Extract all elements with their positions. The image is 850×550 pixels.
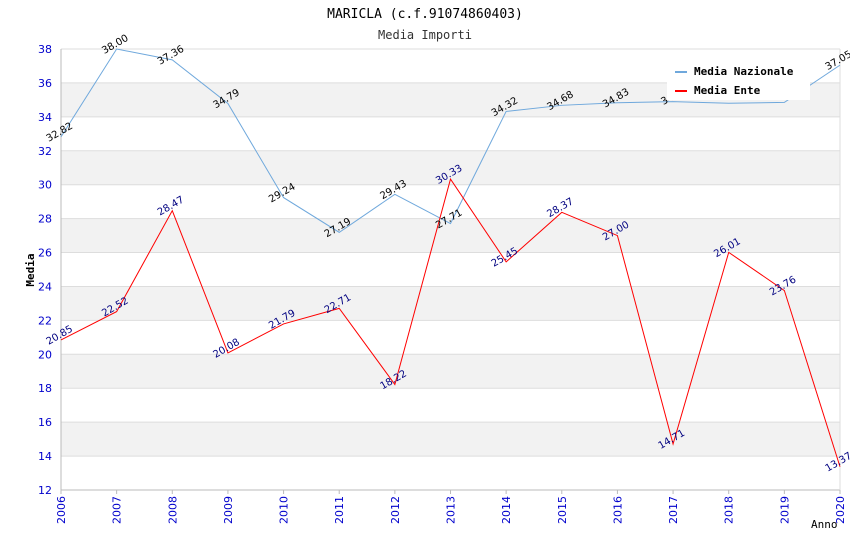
x-tick-label: 2017 bbox=[667, 496, 680, 524]
x-tick-label: 2011 bbox=[333, 496, 346, 524]
y-tick-label: 28 bbox=[38, 213, 52, 226]
y-tick-label: 18 bbox=[38, 382, 52, 395]
data-label-nazionale: 32.82 bbox=[45, 121, 75, 145]
x-tick-label: 2016 bbox=[611, 496, 624, 524]
legend-label-nazionale: Media Nazionale bbox=[694, 65, 794, 78]
y-tick-label: 16 bbox=[38, 416, 52, 429]
data-label-nazionale: 37.36 bbox=[156, 44, 186, 68]
grid-band bbox=[61, 422, 840, 457]
chart-title: MARICLA (c.f.91074860403) bbox=[327, 7, 523, 22]
y-tick-label: 32 bbox=[38, 145, 52, 158]
grid-bands bbox=[61, 82, 840, 457]
legend-box bbox=[667, 58, 810, 100]
chart-subtitle: Media Importi bbox=[378, 28, 472, 42]
series-line-ente bbox=[60, 177, 841, 467]
x-tick-label: 2006 bbox=[55, 496, 68, 524]
x-tick-labels: 2006 2007 2008 2009 2010 2011 2012 2013 2014 2015… bbox=[55, 490, 847, 524]
legend: Media Nazionale Media Ente bbox=[667, 58, 810, 100]
x-tick-label: 2013 bbox=[445, 496, 458, 524]
x-axis-label: Anno bbox=[811, 518, 838, 531]
x-tick-label: 2007 bbox=[111, 496, 124, 524]
data-label-nazionale: 38.00 bbox=[100, 33, 130, 57]
y-tick-label: 30 bbox=[38, 179, 52, 192]
series-line-nazionale bbox=[60, 48, 841, 233]
y-tick-label: 14 bbox=[38, 450, 52, 463]
y-tick-label: 12 bbox=[38, 484, 52, 497]
grid-band bbox=[61, 286, 840, 321]
y-tick-label: 26 bbox=[38, 247, 52, 260]
x-tick-label: 2020 bbox=[834, 496, 847, 524]
y-tick-labels: 12 14 16 18 20 22 24 26 28 30 32 34 36 38 bbox=[38, 43, 52, 497]
x-tick-label: 2012 bbox=[389, 496, 402, 524]
data-label-nazionale: 37.05 bbox=[824, 49, 850, 73]
x-tick-label: 2015 bbox=[556, 496, 569, 524]
grid-band bbox=[61, 218, 840, 253]
y-tick-label: 24 bbox=[38, 280, 52, 293]
grid-band bbox=[61, 354, 840, 389]
x-tick-label: 2014 bbox=[500, 496, 513, 524]
data-label-ente: 28.47 bbox=[156, 195, 186, 219]
y-tick-label: 22 bbox=[38, 314, 52, 327]
x-tick-label: 2018 bbox=[723, 496, 736, 524]
legend-label-ente: Media Ente bbox=[694, 84, 761, 97]
x-tick-label: 2009 bbox=[222, 496, 235, 524]
x-tick-label: 2019 bbox=[778, 496, 791, 524]
y-tick-label: 34 bbox=[38, 111, 52, 124]
y-axis-label: Media bbox=[24, 253, 37, 286]
x-tick-label: 2008 bbox=[166, 496, 179, 524]
series-lines bbox=[60, 48, 841, 467]
y-tick-label: 38 bbox=[38, 43, 52, 56]
x-tick-label: 2010 bbox=[278, 496, 291, 524]
y-tick-label: 36 bbox=[38, 77, 52, 90]
y-tick-label: 20 bbox=[38, 348, 52, 361]
